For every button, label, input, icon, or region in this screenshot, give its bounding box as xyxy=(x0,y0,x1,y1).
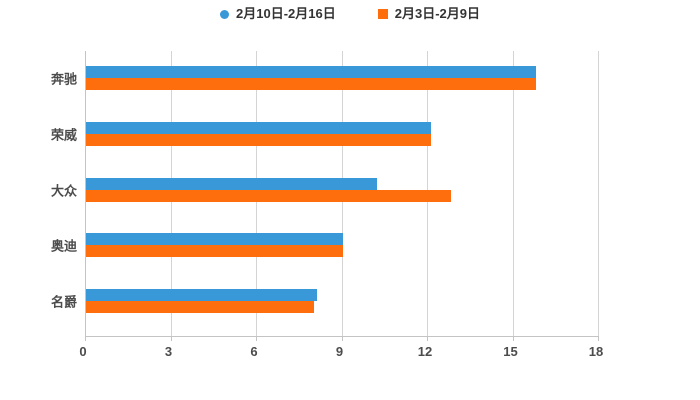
x-gridline xyxy=(512,51,514,336)
bar-奔驰-series-1[interactable] xyxy=(86,66,537,78)
legend-label: 2月10日-2月16日 xyxy=(236,6,336,21)
category-label: 奔驰 xyxy=(50,71,77,87)
x-axis-tick-label: 9 xyxy=(335,344,344,359)
category-label: 奥迪 xyxy=(50,238,77,254)
bar-荣威-series-2[interactable] xyxy=(86,133,431,146)
x-axis-tick-label: 0 xyxy=(79,344,87,359)
bar-大众-series-1[interactable] xyxy=(86,177,377,190)
bar-名爵-series-2[interactable] xyxy=(86,301,314,314)
x-axis-tick xyxy=(85,336,86,341)
x-axis-tick xyxy=(170,336,172,341)
bar-奥迪-series-2[interactable] xyxy=(86,245,343,258)
x-axis-tick-label: 6 xyxy=(250,344,258,359)
x-axis-tick-label: 12 xyxy=(417,344,433,359)
category-label: 名爵 xyxy=(50,294,77,310)
x-axis-tick xyxy=(427,336,428,341)
bar-奥迪-series-1[interactable] xyxy=(86,233,343,246)
x-axis-tick xyxy=(341,336,343,341)
bar-名爵-series-1[interactable] xyxy=(86,289,317,302)
category-label: 荣威 xyxy=(50,127,77,143)
legend-square-marker-icon xyxy=(377,9,388,19)
legend-item-series-2[interactable]: 2月3日-2月9日 xyxy=(377,5,480,23)
plot-area: 0 3 6 9 12 15 18 奔驰荣威大众奥迪名爵 xyxy=(51,51,603,359)
x-axis-tick-label: 18 xyxy=(588,344,604,359)
category-label: 大众 xyxy=(50,183,77,199)
bar-大众-series-2[interactable] xyxy=(86,189,451,202)
x-axis-tick xyxy=(598,336,599,341)
x-gridline xyxy=(598,51,599,336)
legend: 2月10日-2月16日 2月3日-2月9日 xyxy=(0,5,700,23)
legend-circle-marker-icon xyxy=(220,9,230,19)
bar-荣威-series-1[interactable] xyxy=(86,121,431,134)
legend-item-series-1[interactable]: 2月10日-2月16日 xyxy=(220,5,336,23)
x-axis-tick-label: 3 xyxy=(164,344,173,359)
x-axis-tick xyxy=(512,336,514,341)
x-axis-tick xyxy=(256,336,257,341)
bar-奔驰-series-2[interactable] xyxy=(86,78,537,90)
x-axis-tick-label: 15 xyxy=(503,344,518,359)
legend-label: 2月3日-2月9日 xyxy=(394,6,480,21)
